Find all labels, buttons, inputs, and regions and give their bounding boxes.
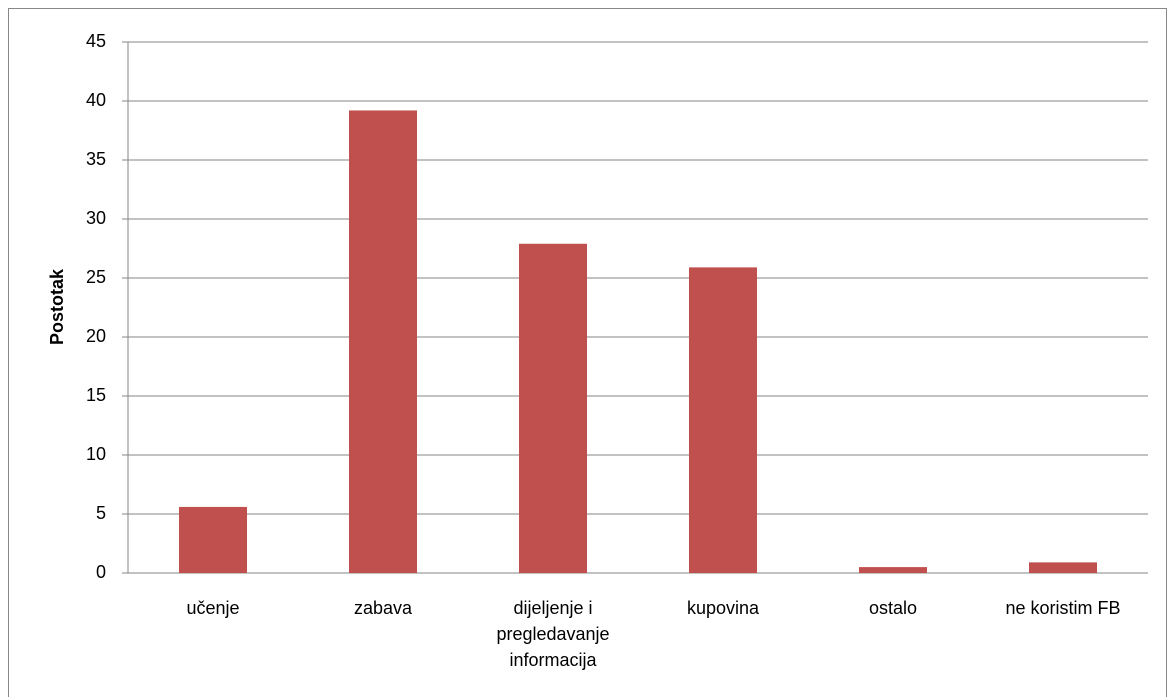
y-tick-label: 40: [86, 90, 106, 110]
y-tick-label: 30: [86, 208, 106, 228]
y-tick-label: 25: [86, 267, 106, 287]
chart-frame: [8, 8, 1167, 697]
y-tick-label: 10: [86, 444, 106, 464]
bar: [1029, 562, 1097, 573]
x-tick-label: zabava: [353, 598, 413, 618]
x-tick-label: kupovina: [686, 598, 760, 618]
y-tick-label: 0: [96, 562, 106, 582]
x-tick-label: ostalo: [868, 598, 918, 618]
x-tick-label: ne koristim FB: [1005, 598, 1121, 618]
bar: [519, 243, 587, 573]
y-axis-label: Postotak: [47, 268, 67, 345]
y-tick-label: 35: [86, 149, 106, 169]
bar: [349, 110, 417, 573]
x-tick-label: učenje: [186, 598, 240, 618]
bar: [689, 267, 757, 573]
x-tick-label: dijeljenje i pregledavanje informacija: [496, 598, 610, 670]
y-tick-label: 45: [86, 31, 106, 51]
y-tick-label: 20: [86, 326, 106, 346]
y-tick-label: 15: [86, 385, 106, 405]
bar: [859, 567, 927, 573]
bar: [179, 506, 247, 573]
y-tick-label: 5: [96, 503, 106, 523]
